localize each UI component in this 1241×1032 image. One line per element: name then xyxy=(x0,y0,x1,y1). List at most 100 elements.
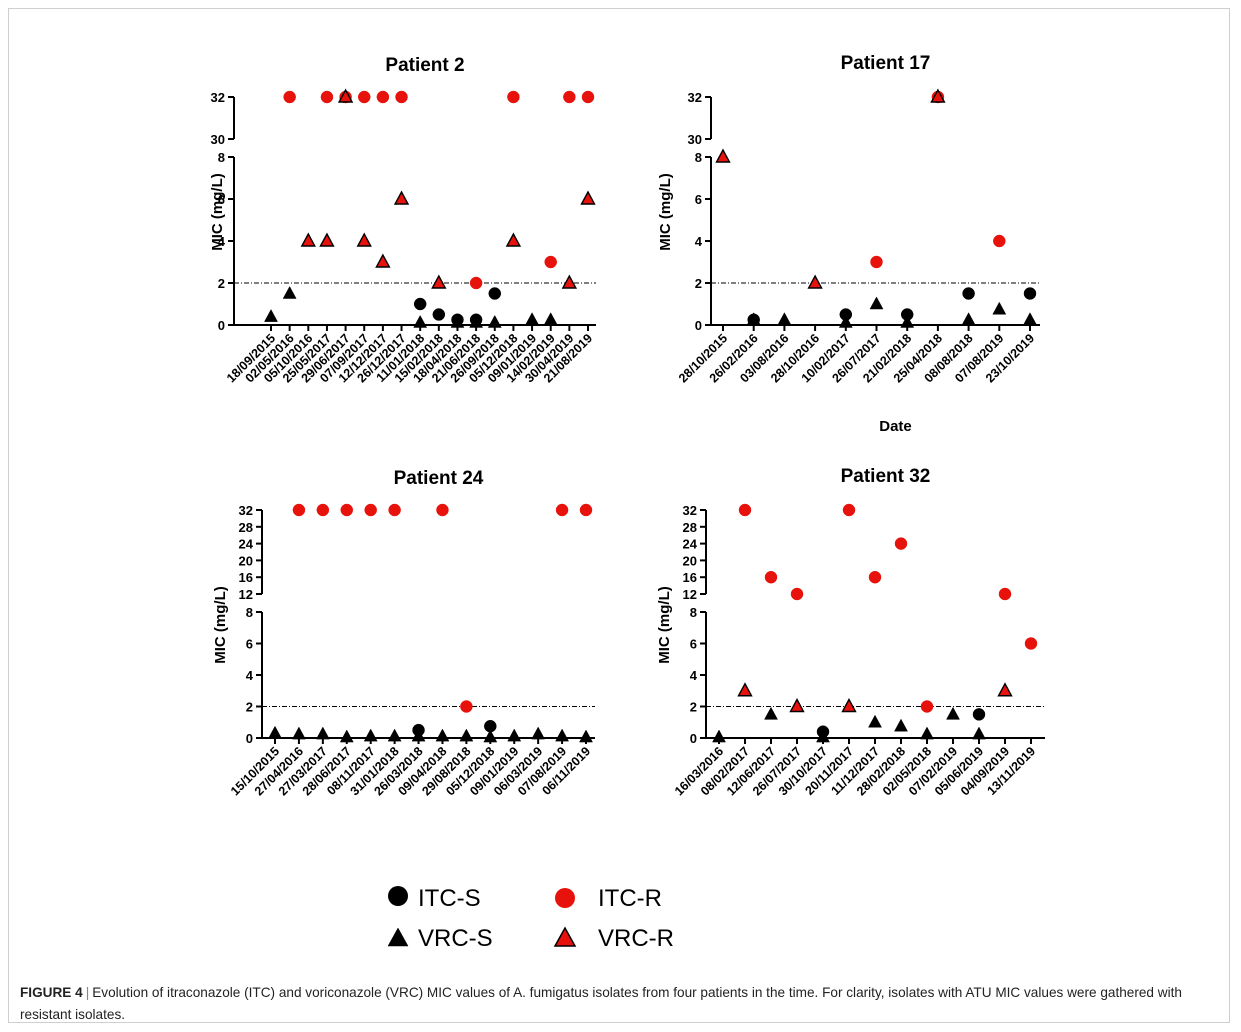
data-point-vrc-s xyxy=(292,726,306,740)
y-tick-label: 0 xyxy=(246,731,253,746)
data-point-itc-r xyxy=(868,570,882,584)
y-axis-label: MIC (mg/L) xyxy=(656,586,673,663)
data-point-vrc-s xyxy=(525,312,539,325)
data-point-vrc-r xyxy=(356,232,372,247)
y-axis-label: MIC (mg/L) xyxy=(209,173,226,250)
data-point-vrc-s xyxy=(413,314,428,328)
y-axis-label: MIC (mg/L) xyxy=(212,586,229,663)
data-point-vrc-s xyxy=(387,728,402,742)
legend-marker-itc-r xyxy=(555,888,575,908)
data-point-vrc-s xyxy=(268,725,282,739)
y-tick-label: 0 xyxy=(690,731,697,746)
y-tick-label: 8 xyxy=(246,605,253,620)
data-point-vrc-s xyxy=(712,729,726,743)
y-tick-label: 32 xyxy=(239,503,253,518)
data-point-vrc-s xyxy=(900,314,915,328)
data-point-vrc-s xyxy=(838,314,853,328)
data-point-itc-r xyxy=(469,276,483,290)
data-point-vrc-r xyxy=(561,274,578,289)
data-point-vrc-s xyxy=(450,314,465,328)
data-point-itc-r xyxy=(395,90,408,104)
figure-caption: FIGURE 4 | Evolution of itraconazole (ITC)… xyxy=(20,982,1220,1026)
data-point-itc-r xyxy=(579,503,593,517)
data-point-itc-r xyxy=(292,503,306,517)
chart-title: Patient 24 xyxy=(394,468,484,489)
data-point-vrc-r xyxy=(300,232,316,247)
data-point-vrc-s xyxy=(992,301,1007,315)
y-tick-label: 32 xyxy=(683,503,697,518)
data-point-vrc-r xyxy=(789,698,805,713)
legend-marker-itc-s xyxy=(388,886,408,906)
legend-marker-vrc-s xyxy=(387,927,409,947)
data-point-itc-r xyxy=(340,503,354,517)
data-point-vrc-s xyxy=(946,706,960,720)
data-point-itc-r xyxy=(581,90,595,104)
y-tick-label: 8 xyxy=(695,150,702,165)
data-point-itc-r xyxy=(460,700,473,713)
data-point-itc-s xyxy=(972,708,986,721)
data-point-itc-r xyxy=(357,90,371,104)
data-point-vrc-s xyxy=(777,312,792,325)
y-tick-label: 4 xyxy=(246,668,254,683)
data-point-itc-r xyxy=(555,503,569,517)
y-tick-label: 0 xyxy=(695,318,702,333)
y-tick-label: 2 xyxy=(218,276,225,291)
data-point-vrc-s xyxy=(487,314,502,328)
data-point-itc-s xyxy=(962,287,975,300)
data-point-vrc-s xyxy=(459,728,474,742)
data-point-vrc-r xyxy=(319,232,335,247)
y-tick-label: 6 xyxy=(246,637,253,652)
y-tick-label: 6 xyxy=(690,637,697,652)
data-point-vrc-s xyxy=(363,728,378,742)
y-tick-label: 2 xyxy=(695,276,702,291)
data-point-itc-r xyxy=(920,700,934,713)
legend-label-vrc-s: VRC-S xyxy=(418,925,493,952)
data-point-vrc-s xyxy=(469,314,484,328)
data-point-vrc-s xyxy=(972,726,986,740)
y-tick-label: 12 xyxy=(683,587,697,602)
data-point-vrc-s xyxy=(816,729,830,743)
legend: ITC-S ITC-R VRC-S VRC-R xyxy=(387,885,674,952)
legend-label-itc-s: ITC-S xyxy=(418,885,481,912)
y-tick-label: 4 xyxy=(695,234,703,249)
data-point-vrc-s xyxy=(764,706,778,720)
data-point-vrc-r xyxy=(431,274,447,289)
data-point-vrc-r xyxy=(841,698,857,713)
data-point-itc-r xyxy=(842,503,856,517)
data-point-itc-r xyxy=(1024,637,1038,650)
data-point-itc-r xyxy=(790,587,804,601)
data-point-itc-r xyxy=(388,503,401,517)
data-point-vrc-s xyxy=(315,726,330,740)
data-point-itc-r xyxy=(544,255,557,269)
data-point-itc-r xyxy=(316,503,330,517)
data-point-vrc-s xyxy=(507,728,522,742)
data-point-vrc-s xyxy=(869,296,884,310)
legend-marker-vrc-r xyxy=(553,926,577,947)
data-point-vrc-s xyxy=(282,285,297,299)
y-tick-label: 24 xyxy=(239,537,254,552)
y-tick-label: 32 xyxy=(211,90,225,105)
y-tick-label: 28 xyxy=(239,520,253,535)
data-point-vrc-s xyxy=(868,714,882,728)
data-point-vrc-r xyxy=(807,274,823,289)
data-point-itc-r xyxy=(993,234,1006,248)
caption-text: Evolution of itraconazole (ITC) and vori… xyxy=(20,985,1182,1022)
y-tick-label: 24 xyxy=(683,537,698,552)
legend-label-itc-r: ITC-R xyxy=(598,885,662,912)
y-tick-label: 2 xyxy=(690,700,697,715)
data-point-vrc-s xyxy=(746,312,761,325)
data-point-itc-r xyxy=(894,537,908,550)
data-point-vrc-r xyxy=(375,253,391,268)
data-point-vrc-r xyxy=(715,148,731,163)
data-point-vrc-r xyxy=(997,682,1013,697)
data-point-itc-s xyxy=(413,297,427,311)
caption-label: FIGURE 4 xyxy=(20,985,83,1000)
data-point-itc-r xyxy=(870,255,883,269)
data-point-vrc-s xyxy=(961,312,976,325)
chart-title: Patient 32 xyxy=(841,466,931,487)
data-point-itc-r xyxy=(436,503,449,517)
